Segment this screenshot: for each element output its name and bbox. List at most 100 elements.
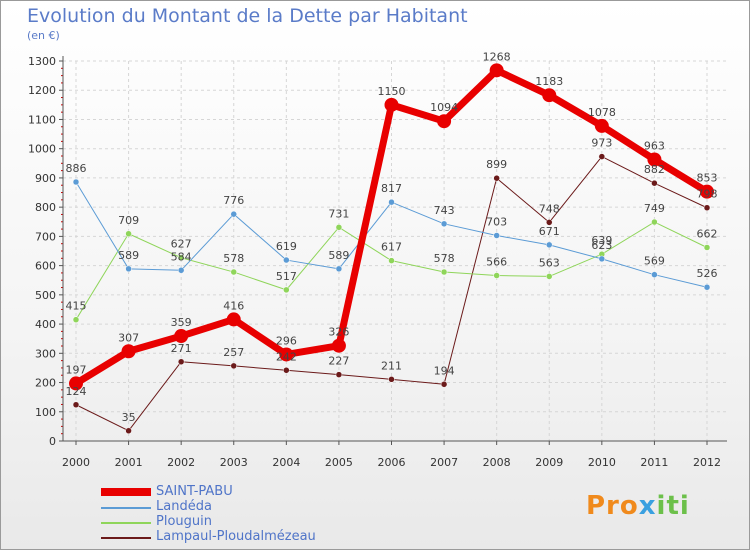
- data-point-saint-pabu: [489, 63, 504, 78]
- data-label-land-da: 569: [644, 255, 665, 268]
- x-tick-label: 2007: [430, 456, 458, 469]
- data-label-plouguin: 517: [276, 270, 297, 283]
- data-label-saint-pabu: 1094: [430, 101, 458, 114]
- x-tick-label: 2008: [483, 456, 511, 469]
- data-point-saint-pabu: [647, 152, 662, 167]
- data-point-plouguin: [651, 218, 658, 226]
- data-label-plouguin: 709: [118, 214, 139, 227]
- data-label-lampaul-ploudalm-zeau: 271: [171, 342, 192, 355]
- data-point-saint-pabu: [174, 329, 189, 344]
- data-label-saint-pabu: 853: [697, 172, 718, 185]
- data-point-land-da: [335, 265, 343, 273]
- data-point-plouguin: [703, 244, 711, 251]
- data-label-saint-pabu: 326: [328, 326, 349, 339]
- data-point-saint-pabu: [594, 118, 609, 133]
- data-point-saint-pabu: [69, 376, 83, 391]
- data-point-plouguin: [177, 254, 185, 261]
- data-label-saint-pabu: 359: [171, 316, 192, 329]
- data-point-land-da: [72, 178, 80, 186]
- data-label-lampaul-ploudalm-zeau: 748: [539, 202, 560, 215]
- data-label-plouguin: 749: [644, 202, 665, 215]
- y-tick-label: 1100: [28, 113, 56, 126]
- data-label-plouguin: 662: [697, 227, 718, 240]
- x-tick-label: 2009: [535, 456, 563, 469]
- data-point-land-da: [388, 198, 395, 206]
- data-point-lampaul-ploudalm-zeau: [230, 362, 237, 370]
- data-label-plouguin: 566: [486, 256, 507, 269]
- data-point-saint-pabu: [121, 344, 136, 359]
- data-label-lampaul-ploudalm-zeau: 257: [223, 346, 244, 359]
- data-label-plouguin: 731: [328, 207, 349, 220]
- data-point-lampaul-ploudalm-zeau: [283, 367, 290, 374]
- data-label-lampaul-ploudalm-zeau: 973: [591, 137, 612, 150]
- legend-swatch: [101, 522, 151, 524]
- data-point-land-da: [283, 256, 290, 264]
- data-point-land-da: [651, 271, 658, 278]
- legend-label: Lampaul-Ploudalmézeau: [156, 529, 316, 544]
- y-tick-label: 100: [35, 406, 56, 419]
- x-tick-label: 2002: [167, 456, 195, 469]
- data-point-saint-pabu: [437, 114, 452, 129]
- y-tick-label: 500: [35, 289, 56, 302]
- data-label-land-da: 671: [539, 225, 560, 238]
- chart-subtitle: (en €): [27, 29, 60, 42]
- data-point-lampaul-ploudalm-zeau: [703, 204, 711, 211]
- data-label-land-da: 886: [66, 162, 87, 175]
- x-tick-label: 2003: [220, 456, 248, 469]
- data-label-saint-pabu: 1268: [483, 50, 511, 63]
- data-label-plouguin: 578: [223, 252, 244, 265]
- data-label-lampaul-ploudalm-zeau: 899: [486, 158, 507, 171]
- data-label-lampaul-ploudalm-zeau: 798: [697, 188, 718, 201]
- data-point-plouguin: [230, 268, 237, 276]
- data-point-plouguin: [72, 316, 80, 323]
- x-tick-label: 2006: [378, 456, 406, 469]
- data-label-plouguin: 617: [381, 241, 402, 254]
- data-point-lampaul-ploudalm-zeau: [493, 174, 500, 182]
- data-label-plouguin: 415: [66, 300, 87, 313]
- data-point-plouguin: [388, 257, 395, 264]
- data-point-lampaul-ploudalm-zeau: [546, 219, 553, 226]
- data-point-lampaul-ploudalm-zeau: [72, 401, 80, 409]
- x-tick-label: 2005: [325, 456, 353, 469]
- chart-title: Evolution du Montant de la Dette par Hab…: [27, 5, 468, 27]
- logo-part: iti: [656, 491, 690, 521]
- data-point-land-da: [546, 241, 553, 249]
- data-point-land-da: [230, 210, 237, 218]
- logo-part: x: [638, 491, 657, 521]
- data-label-saint-pabu: 307: [118, 331, 139, 344]
- x-tick-label: 2012: [693, 456, 721, 469]
- data-label-saint-pabu: 1150: [378, 85, 406, 98]
- data-label-plouguin: 578: [434, 252, 455, 265]
- data-point-lampaul-ploudalm-zeau: [440, 381, 448, 388]
- data-label-lampaul-ploudalm-zeau: 227: [328, 355, 349, 368]
- y-tick-label: 1200: [28, 84, 56, 97]
- data-point-saint-pabu: [384, 97, 399, 112]
- data-point-plouguin: [546, 273, 553, 280]
- y-tick-label: 1300: [28, 55, 56, 68]
- data-label-saint-pabu: 416: [223, 299, 244, 312]
- data-label-land-da: 526: [697, 267, 718, 280]
- data-point-plouguin: [283, 286, 290, 294]
- data-label-saint-pabu: 197: [66, 363, 87, 376]
- data-point-saint-pabu: [279, 347, 294, 362]
- data-label-plouguin: 627: [171, 238, 192, 251]
- legend-label: Plouguin: [156, 514, 212, 529]
- data-point-lampaul-ploudalm-zeau: [177, 358, 185, 366]
- data-label-saint-pabu: 1078: [588, 106, 616, 119]
- data-point-land-da: [598, 255, 606, 263]
- data-label-land-da: 776: [223, 194, 244, 207]
- data-point-lampaul-ploudalm-zeau: [335, 371, 343, 378]
- y-tick-label: 900: [35, 172, 56, 185]
- data-point-saint-pabu: [700, 184, 714, 199]
- logo-part: Pro: [586, 491, 639, 521]
- data-point-lampaul-ploudalm-zeau: [651, 179, 658, 187]
- data-label-lampaul-ploudalm-zeau: 242: [276, 350, 297, 363]
- legend-label: SAINT-PABU: [156, 484, 233, 499]
- data-label-land-da: 743: [434, 204, 455, 217]
- x-tick-label: 2004: [272, 456, 300, 469]
- series-line-lampaul-ploudalm-zeau: [75, 156, 708, 432]
- y-tick-label: 300: [35, 347, 56, 360]
- data-point-land-da: [493, 232, 500, 239]
- data-label-land-da: 589: [118, 249, 139, 262]
- data-label-lampaul-ploudalm-zeau: 211: [381, 359, 402, 372]
